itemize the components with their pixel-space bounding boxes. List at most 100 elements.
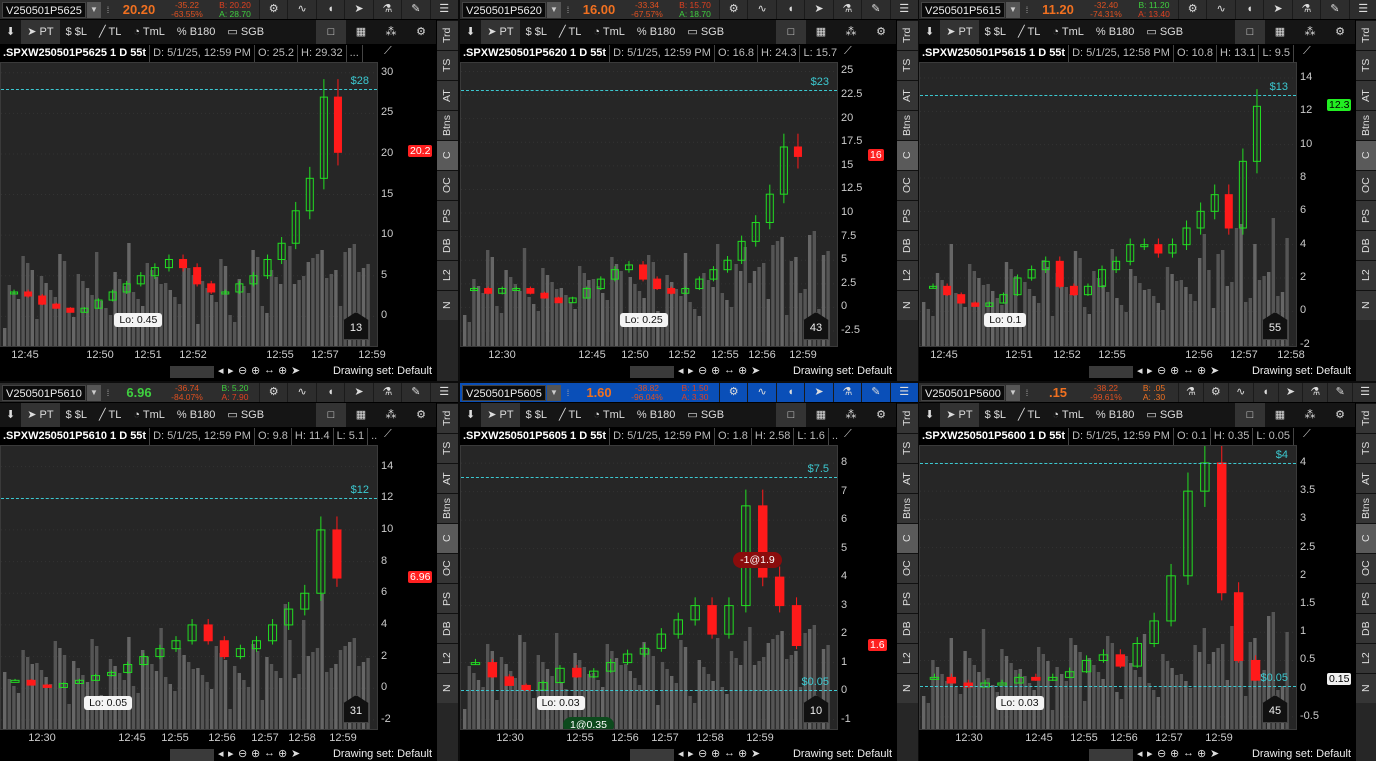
side-tab-oc[interactable]: OC [437, 170, 458, 200]
side-tab-n[interactable]: N [897, 673, 918, 703]
side-tab-at[interactable]: AT [437, 463, 458, 493]
single-layout-button[interactable]: □ [1235, 403, 1265, 427]
b180-button[interactable]: % B180 [631, 20, 682, 44]
price-level-line[interactable] [461, 477, 837, 479]
grid-layout-button[interactable]: ▦ [815, 409, 827, 421]
flask-icon[interactable]: ⚗ [1302, 383, 1327, 402]
trendline-button[interactable]: ╱ TL [93, 403, 127, 427]
sound-icon[interactable]: ◖ [1252, 383, 1278, 402]
time-line-button[interactable]: ◔ TmL [127, 20, 171, 44]
side-tab-n[interactable]: N [897, 290, 918, 320]
chart-scrollbar[interactable]: ◂ ▸ ⊖ ⊕ ↔ ⊕ ➤ Drawing set: Default [919, 363, 1355, 380]
sgb-button[interactable]: ▭ SGB [681, 20, 730, 44]
symbol-input[interactable]: V250501P5610 [2, 384, 86, 401]
b180-button[interactable]: % B180 [171, 20, 222, 44]
more-values[interactable]: ... [829, 428, 838, 445]
side-tab-ts[interactable]: TS [897, 50, 918, 80]
symbol-dropdown-button[interactable]: ▼ [1006, 384, 1020, 401]
side-tab-at[interactable]: AT [897, 463, 918, 493]
all-button[interactable]: ⁂ [385, 26, 397, 38]
chart-style-icon[interactable]: ⟋ [1297, 45, 1355, 62]
order-bubble[interactable]: -1@1.9 [733, 552, 782, 568]
zoom-out-icon[interactable]: ⊖ [698, 365, 708, 377]
side-tab-c[interactable]: C [897, 140, 918, 170]
chart-style-icon[interactable]: ⟋ [838, 45, 896, 62]
side-tab-trd[interactable]: Trd [897, 20, 918, 50]
chart-title[interactable]: .SPXW250501P5625 1 D 55t [0, 45, 151, 62]
symbol-dropdown-button[interactable]: ▼ [547, 384, 561, 401]
flask-icon[interactable]: ⚗ [832, 383, 861, 402]
price-level-line[interactable] [920, 94, 1296, 96]
side-tab-trd[interactable]: Trd [437, 403, 458, 433]
zoom-out-icon[interactable]: ⊖ [1157, 748, 1167, 760]
side-tab-l2[interactable]: L2 [1356, 260, 1376, 290]
zoom-out-icon[interactable]: ⊖ [698, 748, 708, 760]
studies-icon[interactable]: ∿ [1206, 0, 1234, 19]
side-tab-n[interactable]: N [437, 290, 458, 320]
pointer-tool-button[interactable]: ➤ PT [21, 20, 60, 44]
symbol-dropdown-button[interactable]: ▼ [547, 1, 561, 18]
flask-icon[interactable]: ⚗ [1178, 383, 1203, 402]
scroll-thumb[interactable] [630, 366, 674, 378]
price-level-button[interactable]: $ $L [520, 403, 553, 427]
zoom-in-icon[interactable]: ⊕ [251, 365, 261, 377]
zoom-in-icon[interactable]: ⊕ [711, 365, 721, 377]
side-tab-l2[interactable]: L2 [437, 643, 458, 673]
crosshair-icon[interactable]: ⊕ [1197, 748, 1207, 760]
pin-button[interactable]: ⬇ [919, 20, 940, 44]
cursor-icon[interactable]: ➤ [804, 0, 832, 19]
symbol-input[interactable]: V250501P5600 [921, 384, 1005, 401]
all-button[interactable]: ⁂ [385, 409, 397, 421]
scroll-right-icon[interactable]: ▸ [1147, 365, 1153, 377]
side-tab-ps[interactable]: PS [437, 583, 458, 613]
chart-scrollbar[interactable]: ◂ ▸ ⊖ ⊕ ↔ ⊕ ➤ Drawing set: Default [919, 746, 1355, 761]
side-tab-trd[interactable]: Trd [1356, 403, 1376, 433]
price-axis[interactable]: 14 12 10 8 6 4 2 0 -2 6.96 [378, 445, 436, 730]
chart-scrollbar[interactable]: ◂ ▸ ⊖ ⊕ ↔ ⊕ ➤ Drawing set: Default [460, 363, 896, 380]
studies-icon[interactable]: ∿ [747, 383, 775, 402]
settings-button[interactable]: ⚙ [876, 26, 886, 38]
fit-icon[interactable]: ↔ [1183, 747, 1194, 759]
drawing-icon[interactable]: ✎ [1327, 383, 1352, 402]
side-tab-oc[interactable]: OC [1356, 553, 1376, 583]
all-button[interactable]: ⁂ [1304, 26, 1316, 38]
price-level-button[interactable]: $ $L [60, 20, 93, 44]
b180-button[interactable]: % B180 [171, 403, 222, 427]
side-tab-ts[interactable]: TS [1356, 50, 1376, 80]
crosshair-icon[interactable]: ⊕ [278, 748, 288, 760]
price-level-line[interactable] [461, 689, 837, 691]
sgb-button[interactable]: ▭ SGB [1140, 20, 1189, 44]
grid-layout-button[interactable]: ▦ [1274, 409, 1286, 421]
side-tab-at[interactable]: AT [897, 80, 918, 110]
fit-icon[interactable]: ↔ [264, 364, 275, 376]
scroll-thumb[interactable] [630, 749, 674, 761]
scroll-left-icon[interactable]: ◂ [1137, 748, 1143, 760]
price-level-line[interactable] [1, 88, 377, 90]
cursor-icon[interactable]: ➤ [751, 748, 761, 760]
studies-icon[interactable]: ∿ [1227, 383, 1253, 402]
side-tab-ps[interactable]: PS [1356, 200, 1376, 230]
symbol-input[interactable]: V250501P5615 [921, 1, 1005, 18]
side-tab-btns[interactable]: Btns [1356, 110, 1376, 140]
gear-icon[interactable]: ⚙ [1178, 0, 1206, 19]
side-tab-at[interactable]: AT [1356, 80, 1376, 110]
side-tab-db[interactable]: DB [437, 230, 458, 260]
crosshair-icon[interactable]: ⊕ [278, 365, 288, 377]
drawing-set-label[interactable]: Drawing set: Default [332, 748, 432, 760]
side-tab-db[interactable]: DB [1356, 613, 1376, 643]
settings-button[interactable]: ⚙ [416, 26, 426, 38]
symbol-input[interactable]: V250501P5620 [462, 1, 546, 18]
pointer-tool-button[interactable]: ➤ PT [481, 403, 520, 427]
price-level-line[interactable] [1, 498, 377, 500]
price-level-button[interactable]: $ $L [979, 403, 1012, 427]
cursor-icon[interactable]: ➤ [1277, 383, 1303, 402]
zoom-out-icon[interactable]: ⊖ [238, 748, 248, 760]
single-layout-button[interactable]: □ [316, 403, 346, 427]
menu-icon[interactable]: ☰ [429, 0, 458, 19]
symbol-input[interactable]: V250501P5625 [2, 1, 86, 18]
price-level-button[interactable]: $ $L [520, 20, 553, 44]
side-tab-db[interactable]: DB [897, 230, 918, 260]
menu-icon[interactable]: ☰ [429, 383, 458, 402]
menu-icon[interactable]: ☰ [889, 0, 918, 19]
side-tab-at[interactable]: AT [437, 80, 458, 110]
